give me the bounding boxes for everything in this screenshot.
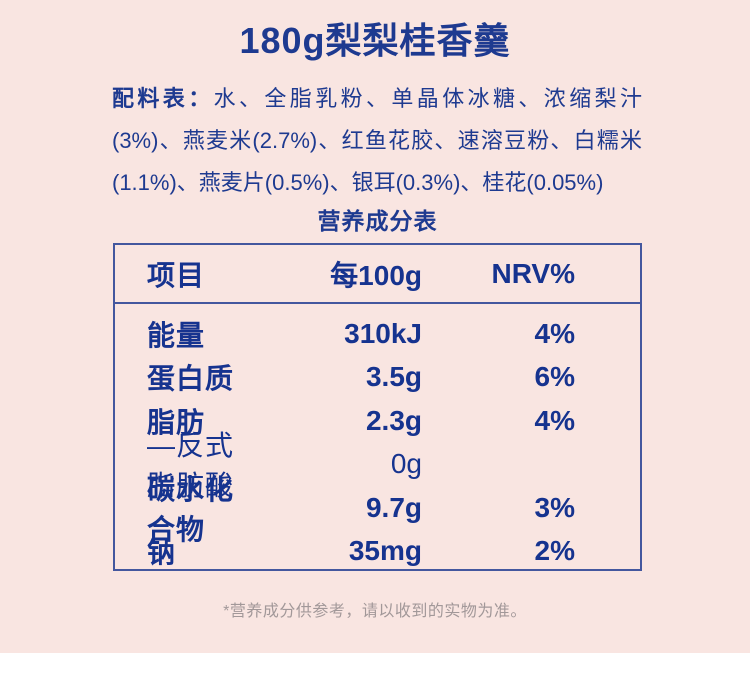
cell-per100g: 310kJ: [344, 317, 422, 349]
cell-item: 碳水化合物: [147, 473, 235, 545]
cell-per100g: 2.3g: [365, 404, 422, 436]
cell-per100g: 35mg: [348, 535, 422, 567]
cell-nrv: 3%: [534, 491, 575, 523]
table-row-energy: 能量 310kJ 4%: [115, 312, 640, 356]
ingredients-paragraph: 配料表：水、全脂乳粉、单晶体冰糖、浓缩梨汁(3%)、燕麦米(2.7%)、红鱼花胶…: [112, 78, 642, 204]
ingredients-label: 配料表：: [112, 86, 214, 111]
nutrition-table-header-row: 项目 每100g NRV%: [115, 245, 640, 304]
table-row-trans-fat: —反式脂肪酸 0g: [115, 430, 640, 501]
cell-nrv: 2%: [534, 535, 575, 567]
cell-item: 能量: [147, 319, 206, 351]
product-title: 180g梨梨桂香羹: [239, 20, 511, 61]
cell-item: 脂肪: [147, 406, 206, 438]
cell-per100g: 9.7g: [365, 491, 422, 523]
cell-item: 钠: [147, 537, 177, 569]
disclaimer-note: *营养成分供参考，请以收到的实物为准。: [223, 603, 527, 620]
cell-item: —反式脂肪酸: [147, 430, 235, 502]
cell-nrv: 6%: [534, 361, 575, 393]
nutrition-table-title: 营养成分表: [317, 208, 438, 234]
nutrition-table-body: 能量 310kJ 4% 蛋白质 3.5g 6% 脂肪 2.3g 4% —反式脂肪…: [115, 304, 640, 573]
product-label-panel: 180g梨梨桂香羹 配料表：水、全脂乳粉、单晶体冰糖、浓缩梨汁(3%)、燕麦米(…: [0, 0, 750, 653]
column-header-per100g: 每100g: [330, 259, 422, 291]
nutrition-table: 项目 每100g NRV% 能量 310kJ 4% 蛋白质 3.5g 6% 脂肪…: [113, 243, 642, 571]
column-header-item: 项目: [147, 259, 206, 291]
table-row-carbohydrate: 碳水化合物 9.7g 3%: [115, 474, 640, 545]
cell-per100g: 0g: [390, 448, 422, 480]
cell-nrv: 4%: [534, 317, 575, 349]
table-row-fat: 脂肪 2.3g 4%: [115, 399, 640, 443]
ingredients-list: 水、全脂乳粉、单晶体冰糖、浓缩梨汁(3%)、燕麦米(2.7%)、红鱼花胶、速溶豆…: [112, 86, 642, 195]
cell-per100g: 3.5g: [365, 361, 422, 393]
column-header-nrv: NRV%: [491, 257, 575, 289]
cell-nrv: 4%: [534, 404, 575, 436]
table-row-sodium: 钠 35mg 2%: [115, 530, 640, 574]
table-row-protein: 蛋白质 3.5g 6%: [115, 356, 640, 400]
cell-item: 蛋白质: [147, 363, 235, 395]
